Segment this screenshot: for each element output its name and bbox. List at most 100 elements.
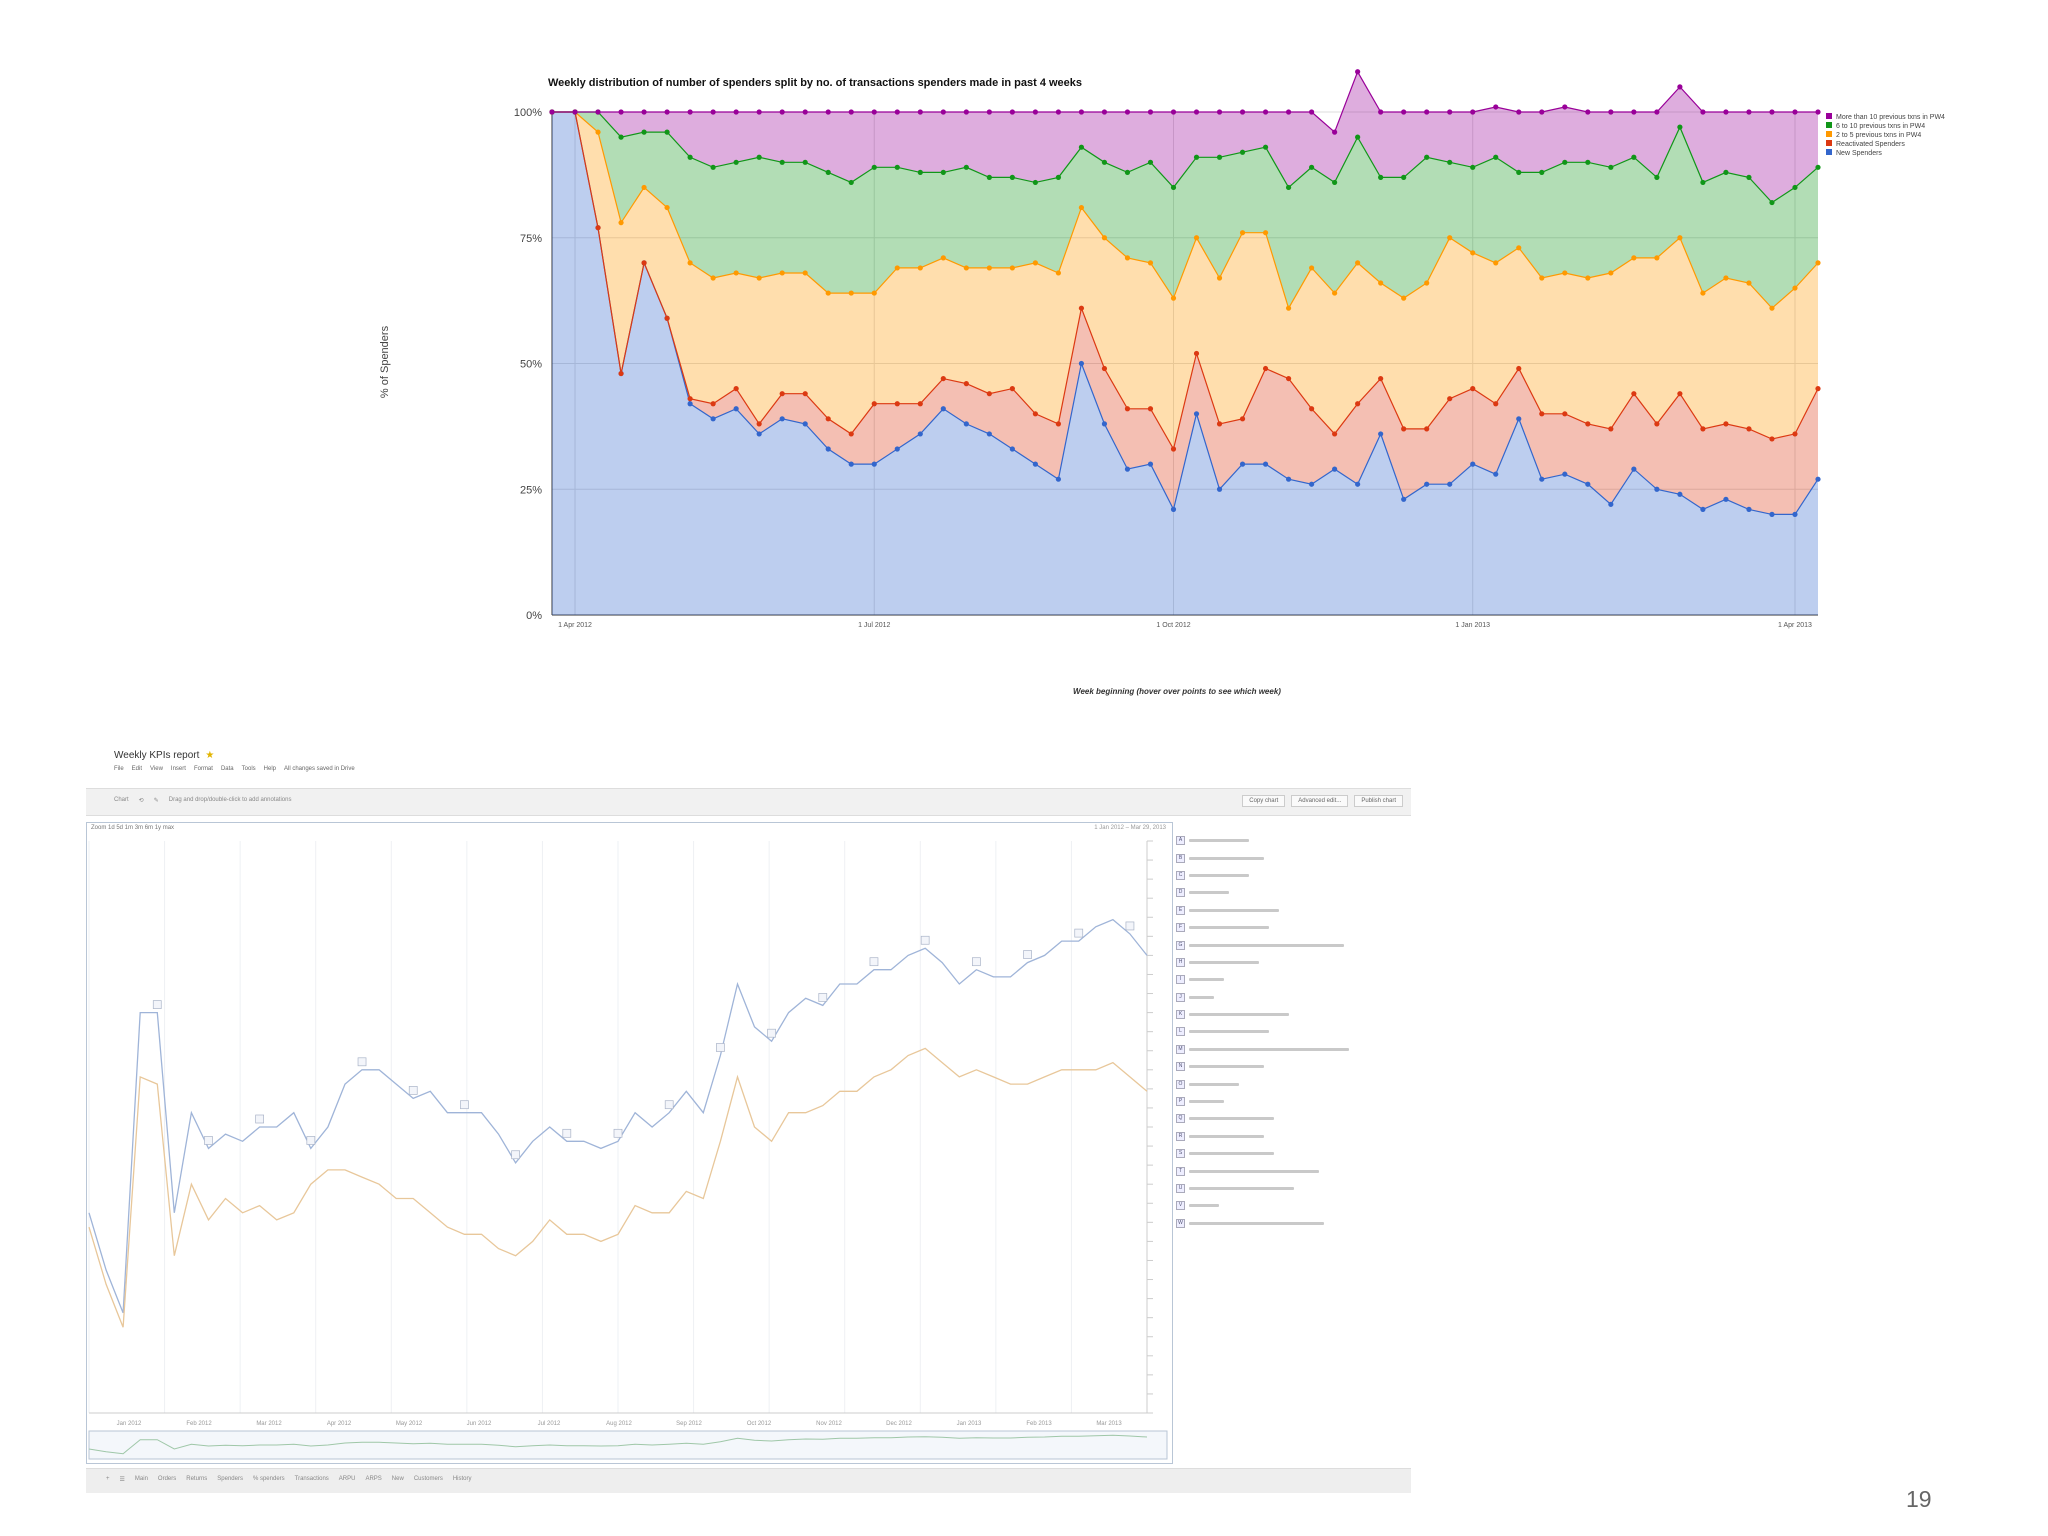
data-point[interactable] xyxy=(733,159,739,165)
data-point[interactable] xyxy=(1055,421,1061,427)
data-point[interactable] xyxy=(1147,406,1154,412)
data-point[interactable] xyxy=(641,184,647,191)
data-point[interactable] xyxy=(1677,124,1683,130)
annotation-flag[interactable] xyxy=(511,1150,520,1160)
data-point[interactable] xyxy=(1792,109,1798,115)
data-point[interactable] xyxy=(1677,391,1683,397)
data-point[interactable] xyxy=(1309,109,1315,115)
annotation-flag[interactable] xyxy=(408,1086,418,1095)
data-point[interactable] xyxy=(1470,109,1476,115)
data-point[interactable] xyxy=(756,431,762,437)
data-point[interactable] xyxy=(756,154,762,160)
data-point[interactable] xyxy=(1769,109,1775,115)
annotation-flag[interactable] xyxy=(1125,921,1135,931)
data-point[interactable] xyxy=(802,270,808,276)
data-point[interactable] xyxy=(1493,471,1499,477)
data-point[interactable] xyxy=(894,446,900,452)
data-point[interactable] xyxy=(1723,109,1729,115)
data-point[interactable] xyxy=(733,109,739,115)
annotation-item[interactable]: A xyxy=(1176,832,1406,849)
data-point[interactable] xyxy=(595,225,601,231)
data-point[interactable] xyxy=(1332,290,1338,296)
sheet-tab[interactable]: New xyxy=(391,1476,404,1482)
menu-help[interactable]: Help xyxy=(263,766,276,772)
data-point[interactable] xyxy=(940,109,946,115)
data-point[interactable] xyxy=(1516,245,1522,251)
sheet-tab[interactable]: Orders xyxy=(157,1476,177,1482)
menu-tools[interactable]: Tools xyxy=(241,766,256,772)
data-point[interactable] xyxy=(1101,109,1108,115)
data-point[interactable] xyxy=(687,109,693,115)
data-point[interactable] xyxy=(802,421,808,427)
sheet-tab[interactable]: History xyxy=(452,1476,472,1482)
data-point[interactable] xyxy=(1608,164,1614,170)
data-point[interactable] xyxy=(1447,235,1453,241)
annotation-item[interactable]: R xyxy=(1176,1128,1406,1145)
data-point[interactable] xyxy=(802,159,808,165)
data-point[interactable] xyxy=(779,391,785,397)
sheet-tab[interactable]: Customers xyxy=(413,1476,443,1482)
data-point[interactable] xyxy=(1378,174,1384,180)
data-point[interactable] xyxy=(664,315,670,321)
data-point[interactable] xyxy=(1746,280,1752,286)
data-point[interactable] xyxy=(1032,179,1038,186)
annotation-flag[interactable] xyxy=(460,1100,469,1110)
data-point[interactable] xyxy=(1055,476,1061,482)
data-point[interactable] xyxy=(1401,426,1407,432)
sheet-tab[interactable]: ☰ xyxy=(119,1477,125,1483)
data-point[interactable] xyxy=(1239,461,1246,467)
data-point[interactable] xyxy=(1262,365,1269,372)
data-point[interactable] xyxy=(549,109,555,115)
data-point[interactable] xyxy=(1447,396,1453,402)
data-point[interactable] xyxy=(1239,149,1246,155)
data-point[interactable] xyxy=(1493,154,1499,160)
data-point[interactable] xyxy=(1055,174,1061,180)
data-point[interactable] xyxy=(618,109,624,115)
data-point[interactable] xyxy=(1815,476,1821,482)
data-point[interactable] xyxy=(1032,461,1038,467)
data-point[interactable] xyxy=(1769,436,1775,442)
data-point[interactable] xyxy=(1631,255,1637,261)
data-point[interactable] xyxy=(871,461,877,467)
sheet-tab[interactable]: Main xyxy=(134,1476,148,1482)
data-point[interactable] xyxy=(963,381,969,387)
annotation-flag[interactable] xyxy=(613,1128,623,1138)
data-point[interactable] xyxy=(825,416,831,422)
data-point[interactable] xyxy=(1147,461,1154,467)
menu-file[interactable]: File xyxy=(114,766,124,772)
data-point[interactable] xyxy=(1262,461,1269,467)
annotation-flag[interactable] xyxy=(869,957,879,967)
annotation-item[interactable]: C xyxy=(1176,867,1406,884)
data-point[interactable] xyxy=(1332,129,1338,135)
annotation-flag[interactable] xyxy=(306,1136,316,1145)
data-point[interactable] xyxy=(1401,174,1407,180)
data-point[interactable] xyxy=(848,461,854,467)
data-point[interactable] xyxy=(1539,476,1545,482)
data-point[interactable] xyxy=(1677,235,1683,241)
data-point[interactable] xyxy=(733,270,739,276)
data-point[interactable] xyxy=(1769,199,1775,206)
data-point[interactable] xyxy=(917,265,923,271)
data-point[interactable] xyxy=(1378,109,1384,115)
data-point[interactable] xyxy=(1654,109,1660,115)
data-point[interactable] xyxy=(1585,109,1591,115)
data-point[interactable] xyxy=(1585,481,1591,487)
data-point[interactable] xyxy=(1124,406,1131,412)
edit-icon[interactable]: ✎ xyxy=(153,798,159,804)
data-point[interactable] xyxy=(595,129,601,135)
data-point[interactable] xyxy=(687,401,693,407)
data-point[interactable] xyxy=(1539,109,1545,115)
data-point[interactable] xyxy=(1493,401,1499,407)
data-point[interactable] xyxy=(710,416,716,422)
data-point[interactable] xyxy=(1032,109,1038,115)
annotation-item[interactable]: K xyxy=(1176,1006,1406,1023)
data-point[interactable] xyxy=(986,431,992,437)
data-point[interactable] xyxy=(1170,184,1177,191)
menu-format[interactable]: Format xyxy=(193,766,213,772)
annotation-item[interactable]: I xyxy=(1176,971,1406,988)
data-point[interactable] xyxy=(664,204,670,211)
annotation-flag[interactable] xyxy=(255,1114,264,1124)
data-point[interactable] xyxy=(1470,164,1476,170)
data-point[interactable] xyxy=(1032,260,1038,266)
annotation-flag[interactable] xyxy=(204,1136,213,1145)
